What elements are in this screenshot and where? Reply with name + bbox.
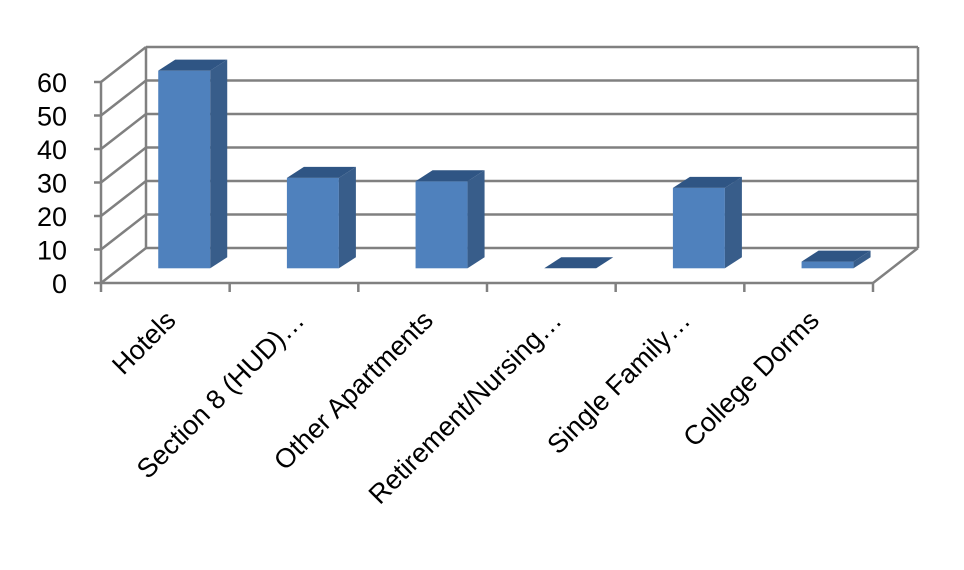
- bar-side: [467, 170, 485, 269]
- bar-side: [210, 59, 228, 269]
- bar-front: [158, 70, 211, 269]
- y-tick-label: 40: [37, 135, 67, 165]
- side-wall-gridline: [100, 79, 147, 117]
- axes: [94, 80, 875, 292]
- x-category-label: Hotels: [106, 305, 181, 380]
- bar-top: [158, 59, 228, 71]
- bar-top: [415, 170, 485, 182]
- y-tick-label: 60: [37, 68, 67, 98]
- bar-top: [672, 176, 742, 188]
- side-wall-gridline: [100, 146, 147, 184]
- bar-side: [853, 250, 871, 269]
- side-wall-gridline: [100, 46, 147, 83]
- side-wall-gridline: [100, 213, 147, 251]
- bar: [158, 59, 228, 269]
- bars: [158, 59, 871, 269]
- bar-front: [286, 177, 339, 269]
- x-category-label: College Dorms: [677, 305, 824, 452]
- y-tick-label: 50: [37, 102, 67, 132]
- bar-front: [801, 261, 854, 269]
- bar: [672, 176, 742, 269]
- side-wall-gridline: [100, 247, 147, 284]
- gridlines: [100, 45, 920, 284]
- bar-top: [544, 257, 614, 269]
- side-wall-gridline: [100, 113, 147, 150]
- bar-top: [801, 250, 871, 262]
- bar-side: [338, 166, 356, 269]
- y-tick-label: 30: [37, 169, 67, 199]
- bar-front: [415, 181, 468, 269]
- floor-right-edge: [872, 247, 919, 284]
- bar-front: [672, 187, 725, 269]
- bar-side: [724, 176, 742, 269]
- side-wall-gridline: [100, 180, 147, 217]
- y-axis-ticks: 0 10 20 30 40 50 60: [37, 68, 67, 299]
- y-tick-label: 0: [52, 269, 67, 299]
- bar: [286, 166, 356, 269]
- y-tick-label: 10: [37, 236, 67, 266]
- bar: [415, 170, 485, 269]
- x-axis-labels: Hotels Section 8 (HUD)… Other Apartments…: [106, 305, 825, 510]
- bar: [544, 257, 614, 269]
- bar-top: [286, 166, 356, 178]
- bar: [801, 250, 871, 269]
- y-tick-label: 20: [37, 202, 67, 232]
